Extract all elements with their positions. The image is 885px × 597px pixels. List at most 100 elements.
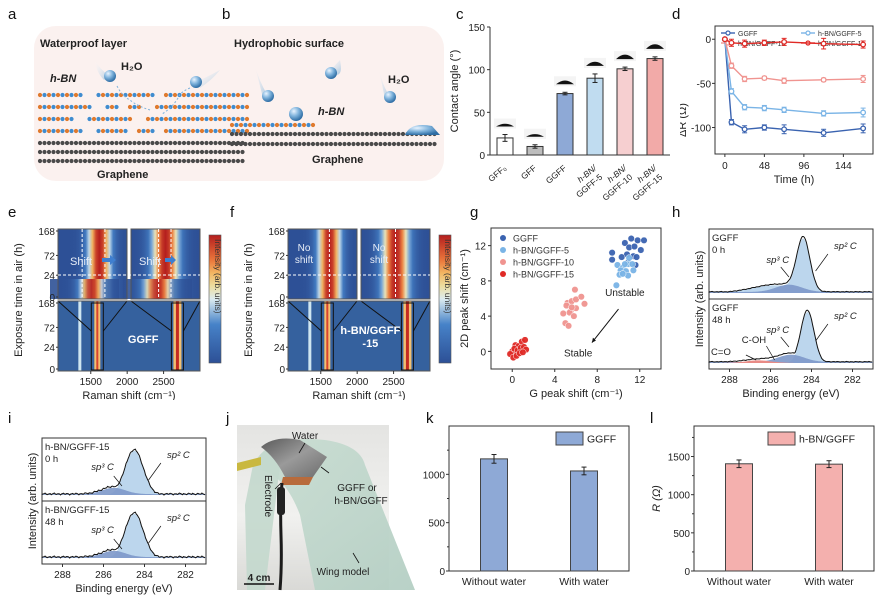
hbn-atom (231, 92, 236, 98)
hbn-atom (37, 104, 43, 110)
data-point (634, 236, 642, 244)
graphene-atom (78, 140, 83, 146)
water-drop (104, 70, 116, 82)
zoom-connector (102, 300, 128, 332)
hbn-atom (292, 122, 298, 128)
g-band-core (326, 301, 329, 371)
data-point (761, 75, 768, 82)
graphene-atom (208, 140, 214, 146)
graphene-atom (310, 131, 316, 137)
hbn-atom (150, 128, 155, 134)
graphene-atom (414, 141, 419, 147)
hbn-atom (288, 122, 293, 128)
y-tick-label: 24 (44, 271, 56, 282)
graphene-atom (159, 158, 164, 164)
hbn-atom (244, 116, 250, 122)
graphene-atom (114, 158, 119, 164)
graphene-atom (369, 141, 374, 147)
hbn-atom (222, 116, 227, 122)
legend-marker (725, 30, 731, 36)
hbn-atom (208, 92, 214, 98)
graphene-atom (328, 141, 334, 147)
data-point (781, 126, 788, 133)
sp3-peak-fill (709, 354, 873, 363)
graphene-atom (159, 140, 164, 146)
legend-swatch (555, 431, 584, 446)
graphene-atom (159, 149, 164, 155)
graphene-atom (190, 140, 196, 146)
panel-label-c: c (456, 6, 464, 23)
hbn-atom (42, 104, 47, 110)
data-point (629, 266, 637, 274)
hbn-atom (46, 128, 52, 134)
annotation-sp2: sp² C (834, 311, 857, 322)
annotation-sp3: sp³ C (91, 462, 114, 473)
data-point (612, 281, 620, 289)
droplet-image-bg (524, 128, 546, 139)
graphene-atom (270, 131, 275, 137)
spectrum-line (708, 235, 873, 293)
zoom-connector (182, 300, 201, 332)
panel-label-k: k (426, 410, 434, 427)
graphene-atom (382, 131, 388, 137)
graphene-atom (172, 149, 178, 155)
graphene-atom (292, 131, 298, 137)
hbn-atom (301, 122, 307, 128)
annotation-no: No (373, 243, 386, 254)
graphene-atom (114, 140, 119, 146)
colorbar-label: Intensity (arb. units) (443, 239, 453, 314)
data-point (608, 256, 616, 264)
graphene-atom (373, 131, 379, 137)
hbn-atom (42, 128, 47, 134)
zoom-box (170, 302, 184, 371)
hbn-atom (82, 104, 88, 110)
hbn-atom (181, 116, 187, 122)
y-tick-label: 12 (475, 242, 487, 253)
x-tick-label: 8 (594, 375, 600, 386)
x-tick-label: 288 (721, 375, 738, 386)
bar (646, 58, 664, 156)
y-tick-label: 500 (428, 519, 445, 530)
panel-label-i: i (8, 410, 12, 427)
x-axis-label: G peak shift (cm⁻¹) (529, 388, 622, 400)
hbn-atom (208, 128, 214, 134)
x-tick-label: 282 (177, 570, 194, 581)
graphene-atom (213, 158, 218, 164)
hbn-atom (91, 116, 97, 122)
y-tick-label: 0 (479, 151, 485, 162)
hbn-atom (181, 104, 187, 110)
graphene-atom (208, 158, 214, 164)
graphene-atom (204, 158, 209, 164)
chart-l-resistance-hbn: 0 500 1000 1500 R (Ω) Without water With water… (651, 425, 875, 588)
x-tick-label: 284 (803, 375, 820, 386)
hbn-atom (141, 92, 146, 98)
graphene-atom (118, 149, 124, 155)
hbn-atom (46, 92, 52, 98)
y-axis-label: Exposure time in air (h) (243, 243, 255, 357)
colorbar (208, 234, 222, 364)
graphene-atom (391, 131, 397, 137)
graphene-atom (132, 140, 137, 146)
hbn-atom (64, 104, 70, 110)
hbn-atom (163, 92, 169, 98)
water-drop (384, 91, 396, 103)
hbn-atom (60, 92, 65, 98)
graphene-atom (333, 131, 338, 137)
water-puddle (405, 125, 440, 135)
y-tick-label: 72 (274, 323, 286, 334)
panel-label-a: a (8, 6, 17, 23)
hbn-atom (213, 116, 218, 122)
graphene-atom (42, 149, 47, 155)
graphene-atom (229, 131, 235, 137)
graphene-atom (369, 131, 374, 137)
x-tick-label: 284 (136, 570, 153, 581)
hbn-atom (42, 116, 47, 122)
graphene-atom (136, 149, 142, 155)
hbn-atom (222, 92, 227, 98)
zoom-connector (332, 300, 358, 332)
hbn-atom (163, 104, 169, 110)
x-tick-label: GGFF (544, 163, 569, 186)
hbn-atom (96, 128, 101, 134)
x-tick-label: 286 (762, 375, 779, 386)
graphene-atom (213, 149, 218, 155)
